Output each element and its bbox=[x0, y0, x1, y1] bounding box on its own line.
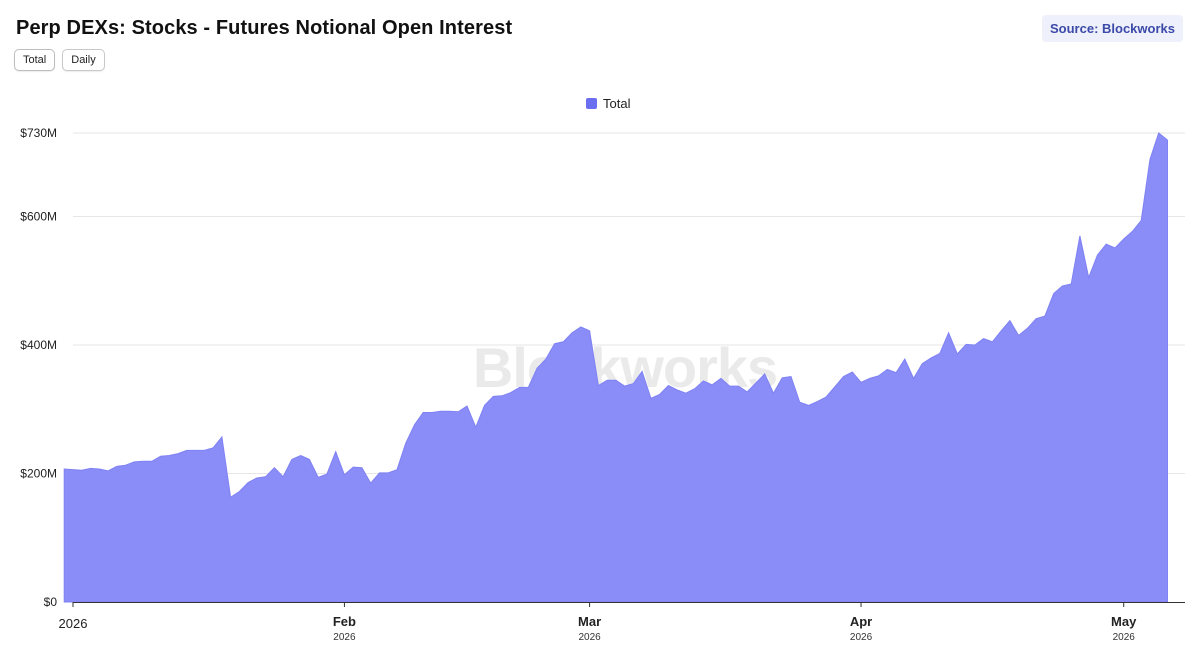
source-badge[interactable]: Source: Blockworks bbox=[1042, 15, 1183, 42]
y-tick-label: $400M bbox=[20, 338, 57, 352]
x-tick-label: May bbox=[1111, 614, 1137, 629]
axes: $0 $200M $400M $600M $730M 2026 Feb 2026 Mar 2026… bbox=[20, 126, 1185, 643]
total-toggle-button[interactable]: Total bbox=[14, 49, 56, 71]
x-tick-sublabel: 2026 bbox=[850, 632, 873, 643]
x-tick-label: Apr bbox=[850, 614, 872, 629]
chart-title: Perp DEXs: Stocks - Futures Notional Ope… bbox=[16, 17, 513, 39]
legend-label-total[interactable]: Total bbox=[603, 96, 631, 111]
series-layer bbox=[63, 132, 1168, 603]
legend-swatch-total[interactable] bbox=[586, 98, 597, 109]
x-tick-sublabel: 2026 bbox=[578, 632, 601, 643]
x-tick-sublabel: 2026 bbox=[1113, 632, 1136, 643]
x-tick-label: Mar bbox=[578, 614, 601, 629]
y-tick-label: $600M bbox=[20, 210, 57, 224]
y-tick-label: $200M bbox=[20, 467, 57, 481]
y-tick-label: $730M bbox=[20, 126, 57, 140]
y-tick-label: $0 bbox=[44, 595, 58, 609]
x-tick-sublabel: 2026 bbox=[333, 632, 356, 643]
view-toggle-group: Total Daily bbox=[14, 49, 105, 71]
x-tick-label: 2026 bbox=[59, 616, 88, 631]
x-tick-label: Feb bbox=[333, 614, 356, 629]
daily-toggle-button[interactable]: Daily bbox=[62, 49, 105, 71]
legend[interactable]: Total bbox=[586, 96, 631, 111]
